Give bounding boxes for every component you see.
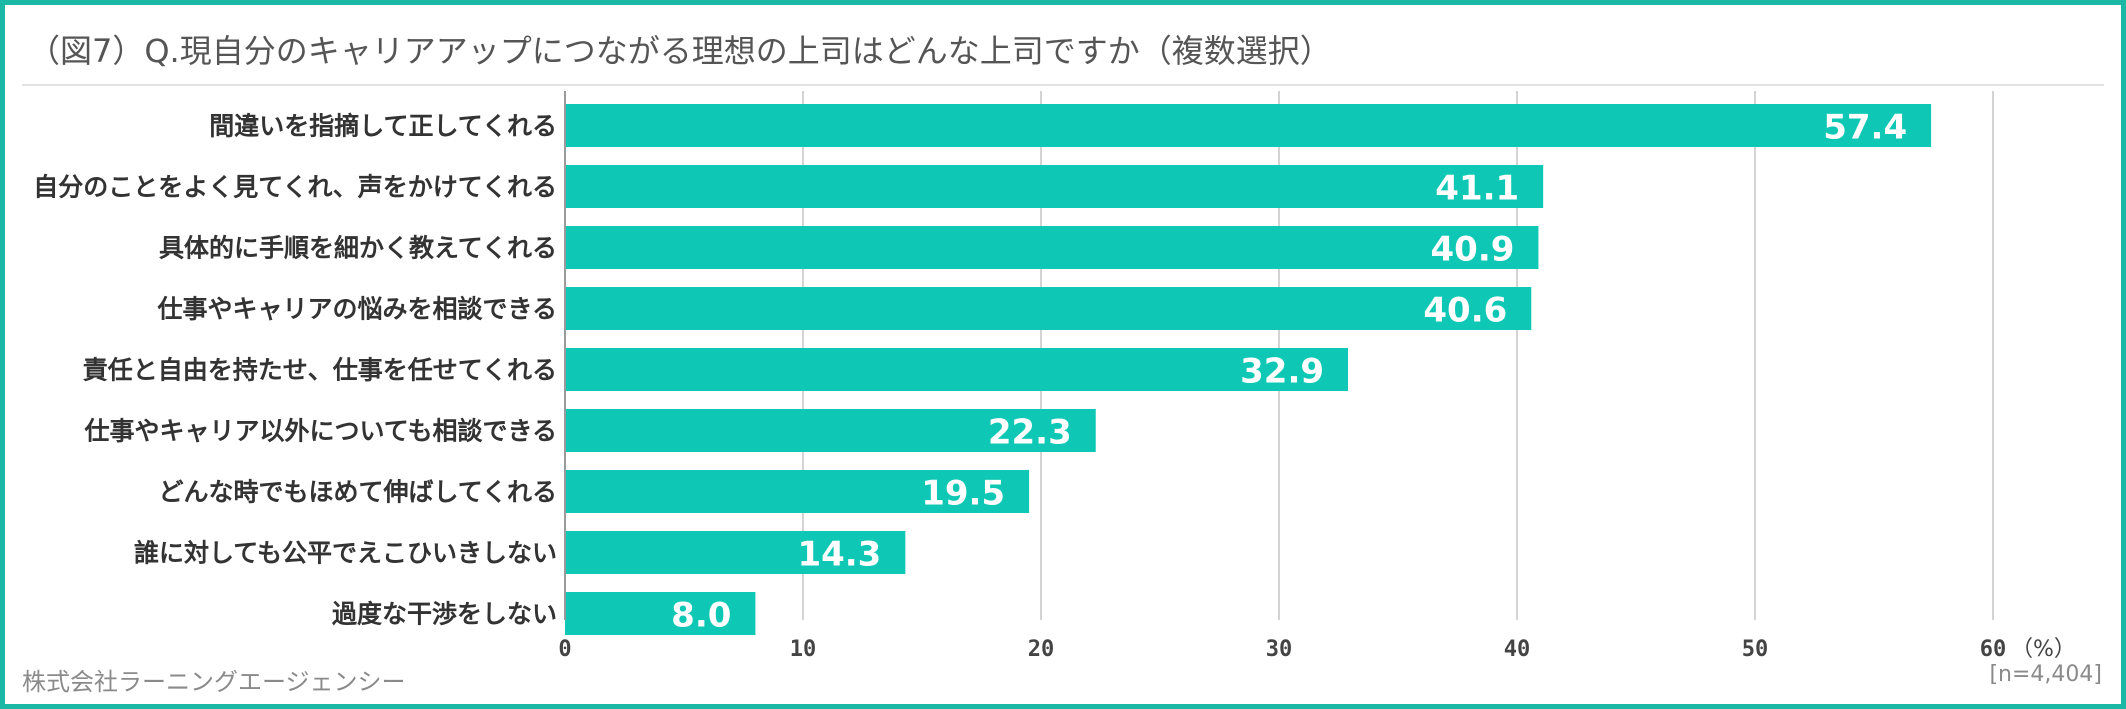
x-tick-label-20: 20 xyxy=(1028,637,1055,662)
value-label-5: 22.3 xyxy=(988,413,1072,453)
bar-6 xyxy=(565,470,1030,513)
x-tick-label-60: 60 xyxy=(1980,637,2007,662)
category-label-3: 仕事やキャリアの悩みを相談できる xyxy=(156,295,557,324)
sample-size-note: [n=4,404] xyxy=(1989,662,2102,687)
category-label-0: 間違いを指摘して正してくれる xyxy=(209,112,557,141)
value-label-7: 14.3 xyxy=(797,535,881,575)
bar-2 xyxy=(565,226,1539,269)
bar-5 xyxy=(565,409,1096,452)
category-label-4: 責任と自由を持たせ、仕事を任せてくれる xyxy=(83,356,557,385)
value-label-8: 8.0 xyxy=(671,596,731,636)
x-unit-label: （%） xyxy=(2011,637,2076,662)
value-label-6: 19.5 xyxy=(921,474,1005,514)
x-tick-label-30: 30 xyxy=(1266,637,1293,662)
value-label-4: 32.9 xyxy=(1240,352,1324,392)
x-tick-label-50: 50 xyxy=(1742,637,1769,662)
company-credit: 株式会社ラーニングエージェンシー xyxy=(22,668,406,696)
chart-title: （図7）Q.現自分のキャリアアップにつながる理想の上司はどんな上司ですか（複数選… xyxy=(28,32,1332,70)
category-label-1: 自分のことをよく見てくれ、声をかけてくれる xyxy=(33,173,557,202)
bar-7 xyxy=(565,531,906,574)
x-tick-label-10: 10 xyxy=(790,637,817,662)
bar-4 xyxy=(565,348,1349,391)
value-label-3: 40.6 xyxy=(1423,291,1507,331)
bar-3 xyxy=(565,287,1532,330)
bar-1 xyxy=(565,165,1544,208)
category-label-8: 過度な干渉をしない xyxy=(332,600,557,629)
category-label-5: 仕事やキャリア以外についても相談できる xyxy=(83,417,557,446)
title-divider xyxy=(22,84,2104,86)
value-label-2: 40.9 xyxy=(1431,230,1515,270)
bar-0 xyxy=(565,104,1932,147)
category-label-2: 具体的に手順を細かく教えてくれる xyxy=(159,234,557,263)
bar-8 xyxy=(565,592,756,635)
category-label-7: 誰に対しても公平でえこひいきしない xyxy=(134,539,557,568)
x-tick-label-40: 40 xyxy=(1504,637,1531,662)
value-label-0: 57.4 xyxy=(1823,108,1907,148)
category-label-6: どんな時でもほめて伸ばしてくれる xyxy=(158,478,557,507)
x-tick-label-0: 0 xyxy=(558,637,571,662)
value-label-1: 41.1 xyxy=(1435,169,1519,209)
